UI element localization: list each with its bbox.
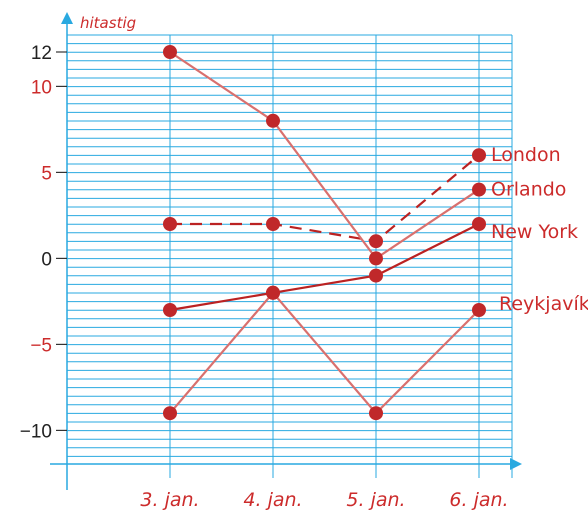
data-point: [163, 217, 177, 231]
data-point: [472, 148, 486, 163]
y-axis-arrow: [61, 12, 73, 24]
data-point: [369, 268, 383, 283]
data-point: [266, 217, 280, 231]
series-label: New York: [491, 221, 578, 243]
series-line-0: [170, 154, 480, 243]
y-tick-label: 12: [31, 43, 52, 64]
y-tick-label: −10: [20, 421, 52, 442]
series-labels: London Orlando New York Reykjavík: [491, 144, 588, 315]
y-tick-label: 5: [41, 163, 52, 184]
series-line-3: [169, 291, 480, 415]
data-point: [266, 285, 280, 300]
y-tick-label: −5: [30, 335, 52, 356]
data-point: [163, 406, 177, 421]
series-line-2: [169, 223, 480, 312]
x-tick-label: 6. jan.: [449, 489, 508, 511]
data-point: [369, 234, 383, 249]
x-tick-label: 3. jan.: [140, 489, 199, 511]
series-points: [163, 45, 486, 421]
y-tick-label: 10: [31, 77, 52, 98]
data-point: [266, 113, 280, 128]
data-point: [472, 303, 486, 317]
data-point: [163, 45, 177, 59]
y-tick-labels: 12 10 5 0 −5 −10: [20, 43, 67, 442]
series-label: Reykjavík: [499, 293, 588, 315]
y-tick-label: 0: [41, 249, 52, 270]
series-line-1: [169, 51, 480, 260]
x-tick-label: 4. jan.: [243, 489, 302, 511]
data-point: [369, 406, 383, 421]
x-axis-arrow: [510, 458, 522, 470]
data-point: [472, 217, 486, 231]
grid: [67, 34, 513, 478]
data-point: [369, 251, 383, 266]
x-tick-label: 5. jan.: [346, 489, 405, 511]
y-axis-label: hitastig: [80, 14, 136, 32]
series-label: London: [491, 144, 561, 166]
series-lines: [169, 51, 480, 415]
series-label: Orlando: [491, 179, 566, 201]
data-point: [163, 303, 177, 317]
data-point: [472, 182, 486, 197]
axes: [50, 12, 522, 490]
x-tick-labels: 3. jan. 4. jan. 5. jan. 6. jan.: [140, 489, 508, 511]
